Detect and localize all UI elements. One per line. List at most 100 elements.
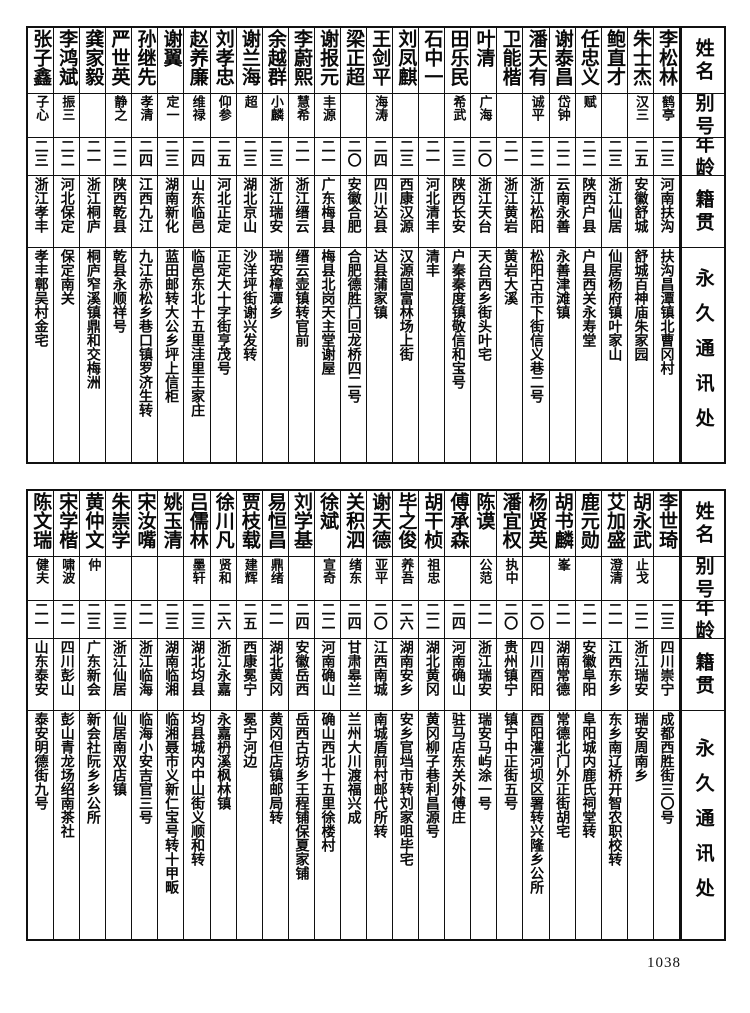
entry-age-cell: 二四 [367,138,393,176]
entry-age: 二四 [293,602,310,630]
entry-age: 二一 [136,602,153,630]
entry-age-cell: 二三 [184,601,210,639]
entry-address: 南城盾前村邮代所转 [371,712,388,838]
entry-name-cell: 刘凤麒 [393,28,419,94]
entry-name-cell: 吕儒林 [184,491,210,557]
entry-age-cell: 二五 [627,138,653,176]
entry-native-place-cell: 广东新会 [80,639,106,711]
entry-age: 二二 [423,602,440,630]
entry-address-cell: 确山西北十五里徐楼村 [315,711,340,939]
entry-native-place: 西康冕宁 [241,640,258,696]
directory-entry-column: 谢天德 亚平 二〇 江西南城 南城盾前村邮代所转 [367,491,394,939]
entry-name-cell: 艾加盛 [601,491,627,557]
entry-address: 汉源固富林场上街 [397,249,414,361]
entry-address-cell: 永善津滩镇 [550,248,575,462]
entry-age: 二二 [110,139,127,167]
row-label-column: 姓名 别号 年龄 籍贯 永久通讯处 [679,28,724,462]
row-label-name: 姓名 [692,37,715,84]
entry-name: 姚玉清 [160,492,183,549]
entry-name: 余越群 [264,29,287,86]
entry-age: 二三 [449,139,466,167]
entry-native-place-cell: 云南永善 [549,176,575,248]
entry-native-place-cell: 湖南安乡 [393,639,419,711]
entry-age: 二三 [84,602,101,630]
entry-address-cell: 汉源固富林场上街 [393,248,418,462]
entry-name: 艾加盛 [603,492,626,549]
entry-name-cell: 余越群 [262,28,288,94]
directory-entry-column: 朱士杰 汉三 二五 安徽舒城 舒城百神庙朱家园 [627,28,654,462]
entry-address-cell: 驻马店东关外傅庄 [445,711,470,939]
directory-entry-column: 艾加盛 澄清 二一 江西东乡 东乡南辽桥开智农职校转 [601,491,628,939]
entry-age: 二三 [163,602,180,630]
entry-alias: 小麟 [267,95,283,121]
entry-alias-cell: 鼎绪 [262,557,288,601]
directory-entry-column: 毕之俊 养吾 二六 湖南安乡 安乡官垱市转刘家咀毕宅 [393,491,420,939]
entry-alias: 鹤亭 [659,95,675,121]
entry-age-cell: 二三 [28,138,54,176]
entry-age: 二〇 [502,602,519,630]
entry-alias: 执中 [502,558,518,584]
entry-native-place: 湖南常德 [554,640,571,696]
entry-name: 赵养廉 [186,29,209,86]
entry-name: 张子鑫 [30,29,53,86]
entry-alias-cell [575,557,601,601]
entry-address-cell: 仙居杨府镇叶家山 [602,248,627,462]
entry-age-cell: 二一 [54,601,80,639]
entry-address-cell: 户县西关永寿堂 [576,248,601,462]
entry-address: 仙居南双店镇 [110,712,127,796]
entry-native-place: 湖北黄冈 [267,640,284,696]
entry-address: 松阳古市下街信义巷二号 [528,249,545,403]
entry-native-place: 甘肃皋兰 [345,640,362,696]
entry-age-cell: 二三 [158,601,184,639]
entry-native-place-cell: 安徽舒城 [627,176,653,248]
entry-name: 陈文瑞 [30,492,53,549]
entry-age-cell: 二二 [314,601,340,639]
entry-alias: 广海 [476,95,492,121]
entry-native-place-cell: 浙江瑞安 [471,639,497,711]
entry-address: 黄岩大溪 [502,249,519,305]
directory-entry-column: 梁正超 二〇 安徽合肥 合肥德胜门回龙桥四二号 [340,28,368,462]
entry-address-cell: 成都西胜街三〇号 [654,711,679,939]
entry-native-place: 浙江瑞安 [632,640,649,696]
entry-native-place: 安徽阜阳 [580,640,597,696]
entry-address-cell: 蓝田邮转大公乡坪上信柜 [158,248,183,462]
entry-age-cell: 二〇 [471,138,497,176]
entry-native-place: 陕西长安 [449,177,466,233]
entry-address: 兰州大川渡福兴成 [345,712,362,824]
entry-alias-cell: 建辉 [236,557,262,601]
entry-native-place: 浙江仙居 [110,640,127,696]
entry-address: 缙云壶镇转官前 [293,249,310,347]
entry-alias-cell: 绪东 [340,557,367,601]
entry-address: 东乡南辽桥开智农职校转 [606,712,623,866]
entry-name: 李蔚熙 [291,29,313,86]
entry-native-place-cell: 浙江黄岩 [497,176,523,248]
entry-address: 蓝田邮转大公乡坪上信柜 [163,249,180,403]
entry-native-place: 四川崇宁 [658,640,675,696]
directory-entry-column: 宋汝嘴 二一 浙江临海 临海小安吉官三号 [132,491,159,939]
entry-age-cell: 二一 [314,138,340,176]
directory-entry-column: 贾枝载 建辉 二五 西康冕宁 冕宁河边 [236,491,263,939]
directory-entry-column: 张子鑫 子心 二三 浙江孝丰 孝丰鄣吴村金宅 [28,28,55,462]
entry-name: 孙继先 [134,29,157,86]
entry-native-place: 浙江瑞安 [267,177,284,233]
entry-alias: 岱钟 [554,95,570,121]
entry-native-place: 山东临邑 [189,177,206,233]
page-number: 1038 [647,955,681,971]
entry-age: 二四 [345,602,362,630]
entry-alias-cell [106,557,132,601]
entry-age-cell: 二二 [549,138,575,176]
entry-alias: 建辉 [241,558,257,584]
entry-address-cell: 瑞安周南乡 [628,711,653,939]
row-label-age-cell: 年龄 [681,138,724,176]
entry-address: 泰安明德街九号 [32,712,49,810]
directory-entry-column: 王剑平 海涛 二四 四川达县 达县蒲家镇 [367,28,394,462]
entry-address: 仙居杨府镇叶家山 [606,249,623,361]
entry-alias: 墨轩 [189,558,205,584]
entry-name: 石中一 [421,29,444,86]
directory-entry-column: 朱崇学 二三 浙江仙居 仙居南双店镇 [106,491,133,939]
entry-address-cell: 东乡南辽桥开智农职校转 [602,711,627,939]
directory-entry-column: 刘学基 二四 安徽岳西 岳西古坊乡王程铺保夏家铺 [288,491,315,939]
entry-alias: 静之 [111,95,127,121]
entry-alias: 诚平 [528,95,544,121]
